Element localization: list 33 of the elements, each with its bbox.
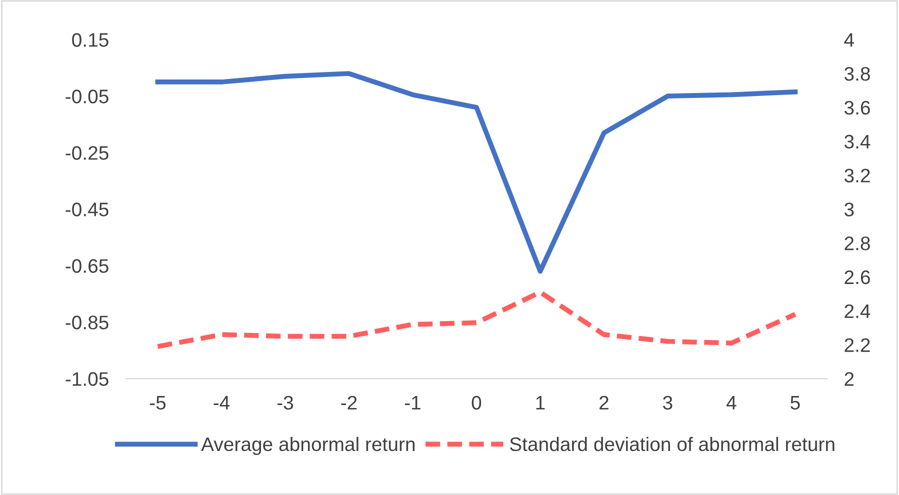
legend-label: Average abnormal return — [201, 436, 415, 455]
x-tick-label: -5 — [150, 396, 166, 410]
y2-tick-label: 3.2 — [844, 168, 870, 182]
x-tick-label: 5 — [790, 396, 800, 410]
x-tick-label: 4 — [726, 396, 736, 410]
y2-tick-label: 3.6 — [844, 100, 870, 115]
y2-tick-label: 3 — [844, 202, 854, 216]
y2-tick-label: 4 — [844, 33, 854, 47]
y-tick-label: -0.25 — [66, 146, 108, 160]
y-tick-label: 0.15 — [72, 33, 108, 47]
y-tick-label: -0.85 — [66, 316, 108, 330]
y-tick-label: -0.45 — [66, 202, 108, 216]
x-tick-label: 3 — [663, 396, 672, 410]
x-tick-label: 0 — [472, 396, 482, 410]
x-tick-label: 2 — [600, 396, 608, 410]
y2-tick-label: 2.4 — [844, 304, 870, 318]
x-tick-label: 1 — [536, 396, 545, 410]
x-tick-label: -1 — [404, 396, 420, 410]
y2-tick-label: 3.4 — [844, 134, 870, 149]
y-tick-label: -1.05 — [66, 372, 108, 386]
y-tick-label: -0.65 — [66, 259, 108, 273]
legend-label: Standard deviation of abnormal return — [510, 436, 834, 452]
x-tick-label: -3 — [277, 396, 294, 410]
y2-tick-label: 2.6 — [844, 270, 870, 284]
x-tick-label: -2 — [341, 396, 357, 410]
line-series — [155, 290, 798, 349]
y2-tick-label: 3.8 — [844, 66, 870, 81]
y2-tick-label: 2.2 — [844, 338, 870, 352]
y2-tick-label: 2 — [844, 372, 854, 386]
y2-tick-label: 2.8 — [844, 236, 870, 250]
y-tick-label: -0.05 — [66, 90, 108, 104]
line-series — [155, 71, 798, 274]
x-tick-label: -4 — [214, 396, 230, 410]
